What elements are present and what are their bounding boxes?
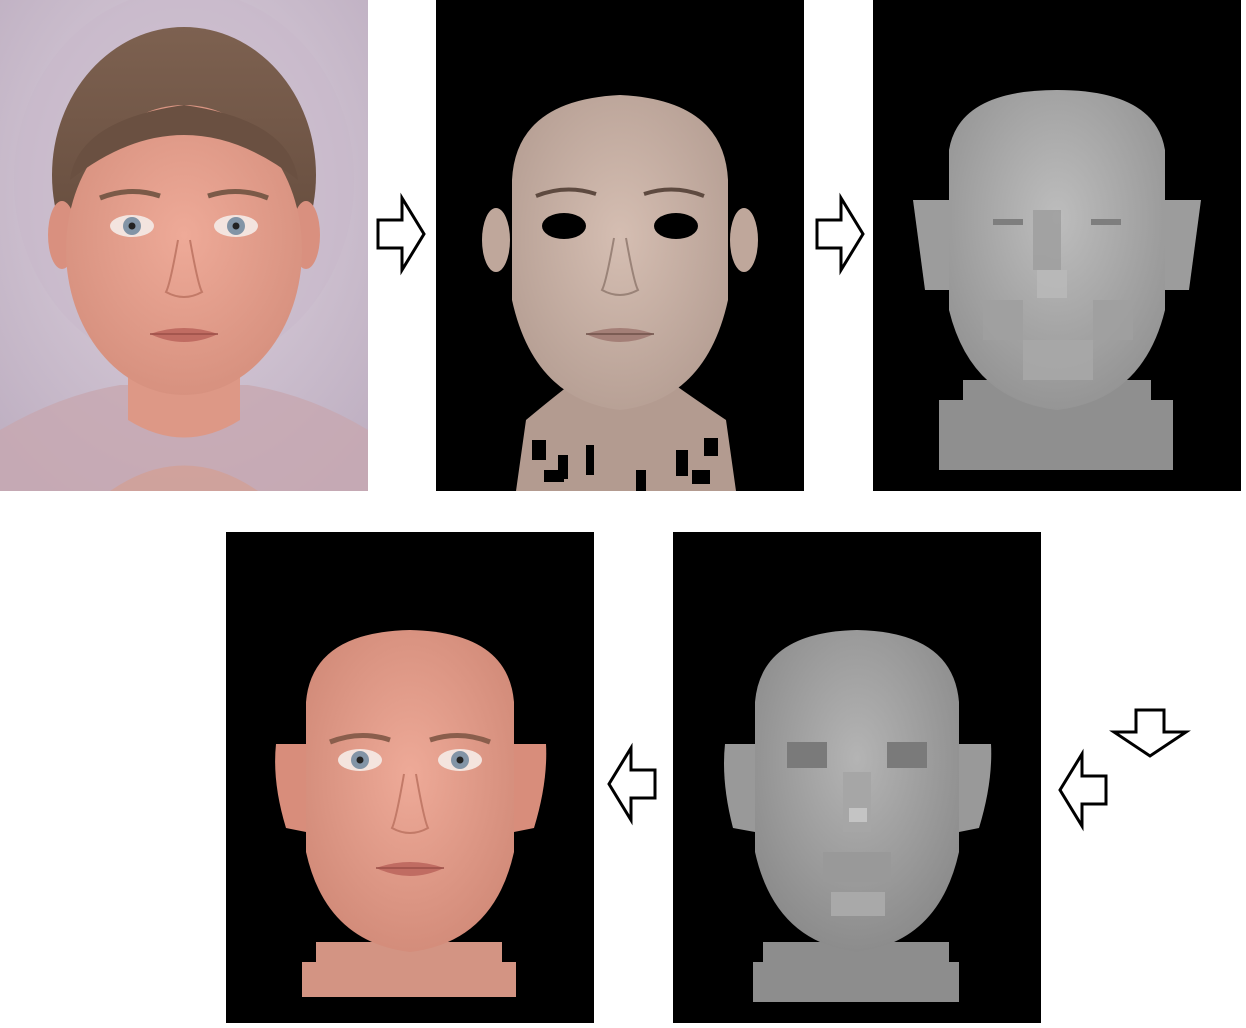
arrow-down <box>1109 708 1191 758</box>
coarse-depth-map <box>873 0 1241 491</box>
arrow-left-2 <box>607 742 657 826</box>
masked-skin-texture <box>436 0 804 491</box>
refined-depth-map <box>673 532 1041 1023</box>
arrow-left-1 <box>1058 748 1108 832</box>
final-textured-face <box>226 532 594 1023</box>
arrow-right-2 <box>815 192 865 276</box>
arrow-right-1 <box>376 192 426 276</box>
original-composite-photo <box>0 0 368 491</box>
